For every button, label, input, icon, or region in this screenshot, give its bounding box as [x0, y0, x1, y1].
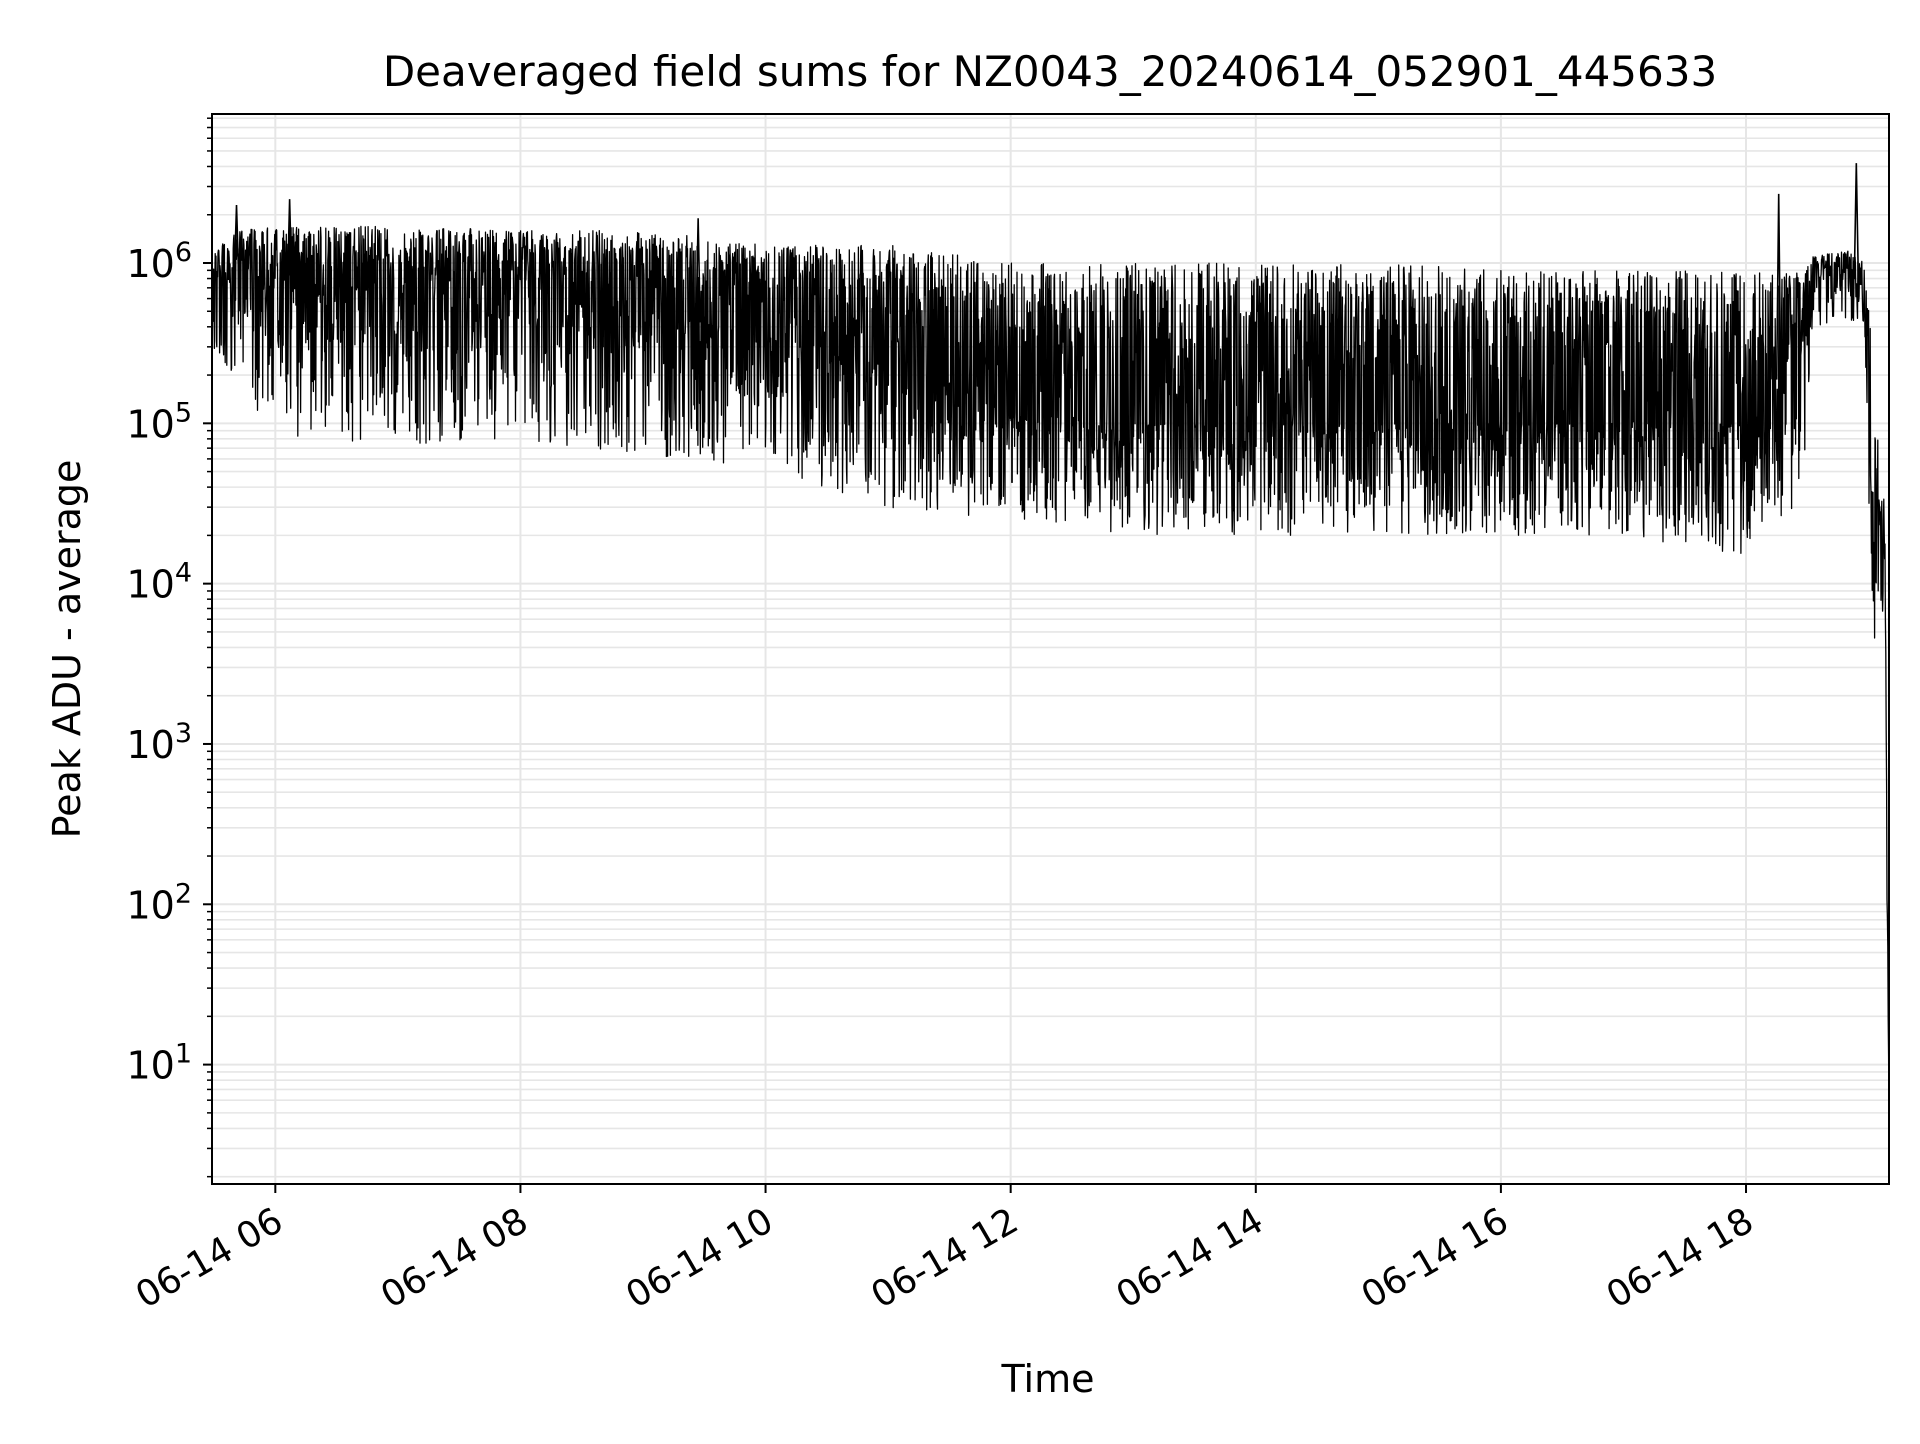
- y-tick-label-base: 10: [126, 723, 174, 767]
- y-axis-label: Peak ADU - average: [45, 460, 89, 839]
- y-tick-label-base: 10: [126, 242, 174, 286]
- y-tick-label-exponent: 4: [175, 558, 192, 589]
- y-tick-label: 104: [126, 558, 192, 607]
- y-tick-label: 103: [126, 718, 192, 767]
- y-tick-label-exponent: 6: [175, 237, 192, 268]
- y-tick-label-exponent: 5: [175, 397, 192, 428]
- x-axis-label: Time: [1001, 1357, 1095, 1401]
- y-tick-label: 101: [126, 1039, 192, 1088]
- y-tick-label-base: 10: [126, 402, 174, 446]
- y-tick-label-exponent: 3: [175, 718, 192, 749]
- y-tick-label: 105: [126, 397, 192, 446]
- y-tick-label-exponent: 2: [175, 878, 192, 909]
- series-layer: [211, 163, 1890, 1135]
- y-tick-label-base: 10: [126, 1044, 174, 1088]
- y-tick-label-exponent: 1: [175, 1039, 192, 1070]
- data-spike: [1775, 193, 1782, 380]
- data-series-line: [211, 225, 1890, 1135]
- data-spike: [695, 218, 701, 323]
- data-spike: [233, 204, 240, 271]
- chart-title: Deaveraged field sums for NZ0043_2024061…: [383, 47, 1717, 96]
- plot-frame: [211, 113, 1890, 1185]
- y-tick-label: 106: [126, 237, 192, 286]
- y-tick-label-base: 10: [126, 563, 174, 607]
- data-spike: [1853, 163, 1860, 280]
- data-spike: [286, 199, 293, 280]
- y-tick-label: 102: [126, 878, 192, 927]
- y-tick-label-base: 10: [126, 883, 174, 927]
